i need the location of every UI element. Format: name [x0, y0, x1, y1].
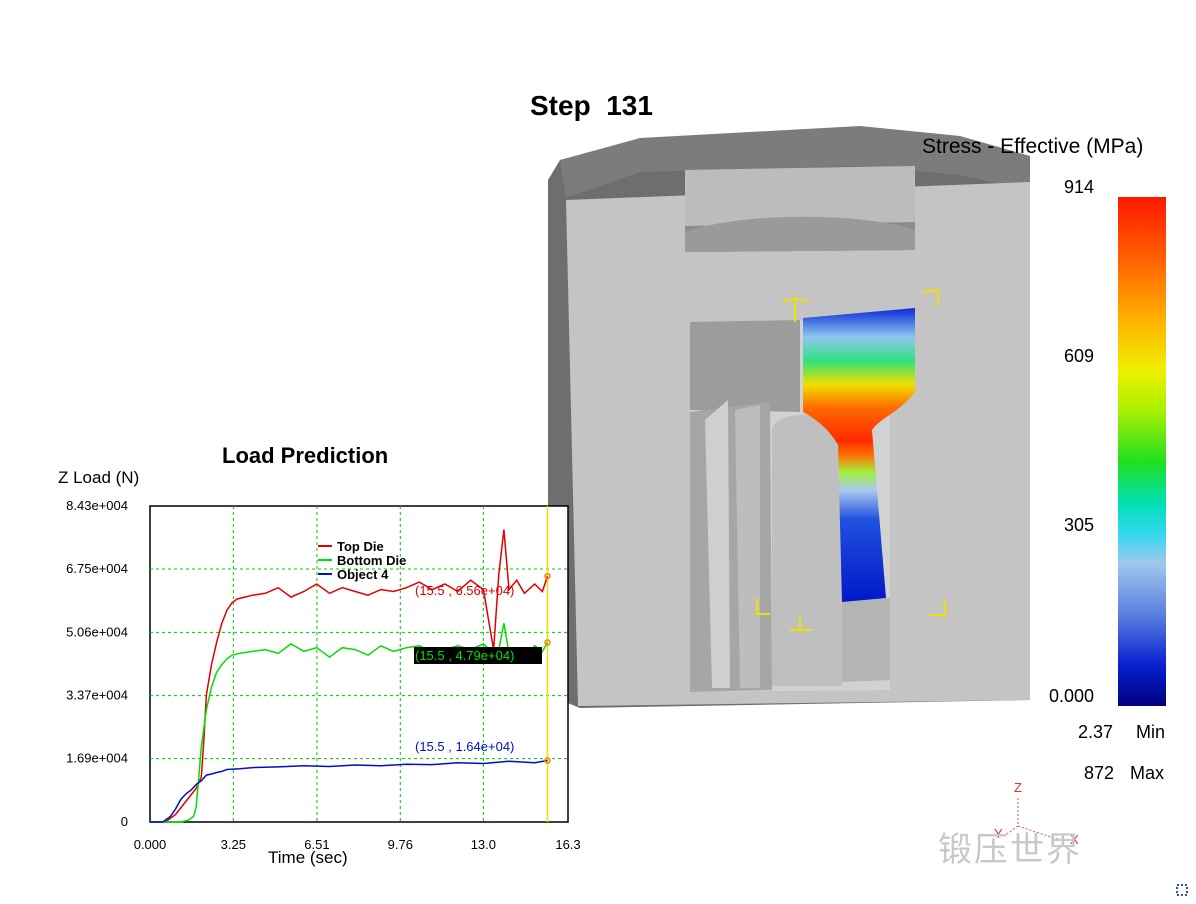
series-end-marker: [544, 639, 551, 646]
x-tick-label: 6.51: [304, 837, 329, 852]
forging-model-view[interactable]: [540, 120, 1040, 720]
legend-entry: Top Die: [337, 539, 384, 554]
die-body: [548, 126, 1030, 708]
series-end-marker: [544, 757, 551, 764]
load-prediction-chart[interactable]: 0 1.69e+004 3.37e+004 5.06e+004 6.75e+004 8.4…: [0, 480, 600, 860]
y-tick-label: 8.43e+004: [66, 498, 128, 513]
x-tick-label: 9.76: [388, 837, 413, 852]
x-tick-label: 0.000: [134, 837, 167, 852]
legend-entry: Object 4: [337, 567, 389, 582]
min-label: Min: [1136, 722, 1166, 742]
chart-title: Load Prediction: [222, 443, 389, 468]
data-label: (15.5 , 6.56e+04): [415, 583, 514, 598]
data-label: (15.5 , 1.64e+04): [415, 739, 514, 754]
series-line-object-4: [150, 759, 548, 823]
max-value: 872: [1084, 763, 1115, 783]
x-tick-label: 16.3: [555, 837, 580, 852]
y-tick-label: 6.75e+004: [66, 561, 128, 576]
watermark-text: 锻压世界: [938, 831, 1082, 869]
y-tick-label: 5.06e+004: [66, 624, 128, 639]
legend-title: Stress - Effective (MPa): [922, 135, 1144, 158]
y-tick-label: 3.37e+004: [66, 688, 128, 703]
series-end-marker: [544, 572, 551, 580]
axis-x-label: X: [1070, 832, 1079, 847]
x-tick-label: 13.0: [471, 837, 496, 852]
series-line-top-die: [150, 529, 549, 823]
corner-icon: [1176, 884, 1188, 896]
colorbar-tick-lower: 305: [1063, 515, 1094, 535]
legend-entry: Bottom Die: [337, 553, 406, 568]
selection-brackets: [756, 288, 948, 631]
workpiece-stress-contour: [803, 308, 915, 602]
data-label: (15.5 , 4.79e+04): [415, 648, 514, 663]
colorbar-tick-min: 0.000: [1048, 686, 1094, 706]
y-axis-title: Z Load (N): [58, 468, 140, 487]
series-line-bottom-die: [150, 623, 549, 823]
axis-triad-icon: Z Y X: [994, 780, 1079, 847]
x-tick-label: 3.25: [221, 837, 246, 852]
colorbar-tick-upper: 609: [1063, 346, 1094, 366]
stress-colorbar: [1118, 197, 1166, 706]
y-tick-label: 0: [121, 814, 128, 829]
colorbar-tick-max: 914: [1063, 177, 1094, 197]
axis-y-label: Y: [994, 826, 1003, 841]
data-label-background: [414, 647, 542, 664]
max-label: Max: [1130, 763, 1165, 783]
step-title: Step 131: [530, 90, 653, 121]
x-axis-title: Time (sec): [268, 848, 348, 867]
y-tick-label: 1.69e+004: [66, 751, 128, 766]
min-value: 2.37: [1078, 722, 1114, 742]
axis-z-label: Z: [1014, 780, 1022, 795]
